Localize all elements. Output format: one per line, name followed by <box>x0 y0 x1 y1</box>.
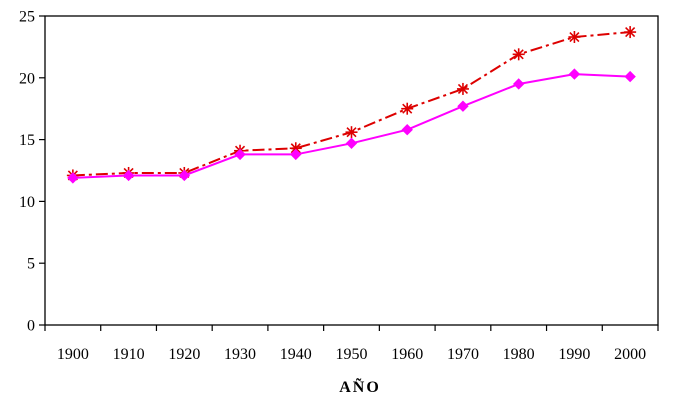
y-axis: 0 5 10 15 20 25 <box>19 9 45 335</box>
series-line-1 <box>72 31 631 177</box>
asterisk-stroke <box>625 27 636 38</box>
x-tick-label: 1960 <box>391 346 423 363</box>
data-point-asterisk <box>512 48 525 61</box>
y-tick-label: 10 <box>19 194 35 211</box>
x-tick-label: 1950 <box>336 346 368 363</box>
y-tick-label: 5 <box>27 256 35 273</box>
y-tick-label: 25 <box>19 9 35 26</box>
plot-area <box>44 15 659 326</box>
y-tick-label: 15 <box>19 132 35 149</box>
data-point-asterisk <box>289 142 302 155</box>
data-point-diamond <box>67 172 79 184</box>
data-point-asterisk <box>624 26 637 39</box>
series-layer <box>66 26 637 184</box>
data-point-diamond <box>624 70 636 83</box>
data-point-diamond <box>512 78 525 90</box>
asterisk-stroke <box>569 31 580 43</box>
data-point-asterisk <box>345 126 358 139</box>
asterisk-stroke <box>290 143 301 154</box>
data-point-asterisk <box>401 102 414 115</box>
data-point-asterisk <box>456 82 469 95</box>
data-point-diamond <box>568 68 581 80</box>
asterisk-stroke <box>513 49 524 60</box>
x-tick-label: 1990 <box>558 346 590 363</box>
asterisk-stroke <box>457 83 469 94</box>
data-point-diamond <box>457 100 469 112</box>
y-tick-label: 20 <box>19 70 35 87</box>
y-tick-label: 0 <box>27 318 35 335</box>
asterisk-stroke <box>346 127 357 138</box>
x-tick-label: 2000 <box>614 346 646 363</box>
x-tick-label: 1980 <box>503 346 535 363</box>
x-tick-label: 1940 <box>280 346 312 363</box>
plot-frame <box>44 15 659 326</box>
data-point-asterisk <box>568 31 581 44</box>
data-point-diamond <box>290 148 302 161</box>
data-point-diamond <box>345 137 358 150</box>
x-tick-label: 1970 <box>447 346 479 363</box>
data-point-diamond <box>401 124 413 136</box>
data-point-diamond <box>122 169 135 182</box>
x-tick-label: 1900 <box>57 346 89 363</box>
asterisk-stroke <box>402 103 413 114</box>
series-line-2 <box>72 73 631 179</box>
data-point-diamond <box>178 169 191 182</box>
x-axis-title: AÑO <box>339 377 381 396</box>
x-tick-label: 1920 <box>168 346 200 363</box>
x-axis: 1900 1910 1920 1930 1940 1950 1960 1970 1980 1990… <box>44 325 659 363</box>
x-tick-label: 1910 <box>113 346 145 363</box>
x-tick-label: 1930 <box>224 346 256 363</box>
data-point-diamond <box>234 148 246 161</box>
